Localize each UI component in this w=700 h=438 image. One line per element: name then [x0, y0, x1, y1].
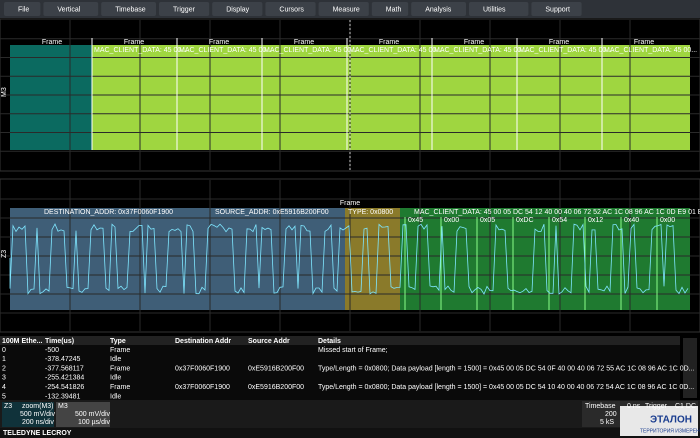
- status-text: 200: [605, 411, 617, 418]
- upper-frames: [92, 45, 690, 150]
- column-header: Type: [110, 338, 126, 345]
- byte-label: 0x00: [660, 217, 675, 224]
- menu-label[interactable]: Trigger: [173, 6, 196, 13]
- byte-label: 0x12: [588, 217, 603, 224]
- table-cell[interactable]: 0: [2, 347, 6, 354]
- frame-label: Frame: [634, 39, 654, 46]
- table-cell[interactable]: 5: [2, 393, 6, 400]
- table-cell[interactable]: 3: [2, 375, 6, 382]
- table-cell[interactable]: Type/Length = 0x0800; Data payload [leng…: [318, 384, 694, 391]
- type-label: TYPE: 0x0800: [348, 209, 393, 216]
- frame-label: Frame: [124, 39, 144, 46]
- type-field: [345, 208, 400, 310]
- table-cell[interactable]: 0xE5916B200F00: [248, 365, 304, 372]
- menu-label[interactable]: Display: [226, 6, 249, 13]
- table-cell[interactable]: 0xE5916B200F00: [248, 384, 304, 391]
- footer: [0, 428, 700, 438]
- table-cell[interactable]: Frame: [110, 384, 130, 391]
- status-text: Trigger: [645, 403, 668, 410]
- table-cell[interactable]: -255.421384: [45, 375, 84, 382]
- table-cell[interactable]: -500: [45, 347, 59, 354]
- menu-label[interactable]: File: [18, 6, 29, 13]
- status-text: C1 DC: [675, 403, 696, 410]
- data-label: MAC_CLIENT_DATA: 45 00...: [519, 47, 612, 54]
- frame-label: Frame: [42, 39, 62, 46]
- status-text: 500 mV/div: [20, 411, 56, 418]
- menu-label[interactable]: Cursors: [279, 6, 304, 13]
- status-text: 200 ns/div: [22, 419, 54, 426]
- data-label: MAC_CLIENT_DATA: 45 00...: [264, 47, 357, 54]
- address-field: [10, 208, 345, 310]
- frame-label: Frame: [379, 39, 399, 46]
- frame-label: Frame: [209, 39, 229, 46]
- table-cell[interactable]: -378.47245: [45, 356, 81, 363]
- upper-idle-trace: [10, 45, 92, 150]
- status-text: zoom(M3): [22, 403, 54, 410]
- byte-label: 0x54: [552, 217, 567, 224]
- byte-label: 0x05: [480, 217, 495, 224]
- byte-label: 0x00: [444, 217, 459, 224]
- status-text: Timebase: [585, 403, 616, 410]
- status-text: 0 ns: [627, 403, 641, 410]
- frame-label: Frame: [464, 39, 484, 46]
- logo-tagline: ТЕРРИТОРИЯ ИЗМЕРЕНИЙ: [640, 426, 700, 434]
- logo-name: ЭТАЛОН: [650, 415, 692, 426]
- frame-label: Frame: [340, 200, 360, 207]
- column-header: Details: [318, 338, 341, 345]
- frame-label: Frame: [549, 39, 569, 46]
- menu-label[interactable]: Support: [545, 6, 570, 13]
- table-cell[interactable]: Frame: [110, 347, 130, 354]
- data-label: MAC_CLIENT_DATA: 45 00...: [349, 47, 442, 54]
- data-label: MAC_CLIENT_DATA: 45 00...: [179, 47, 272, 54]
- table-cell[interactable]: 0x37F0060F1900: [175, 384, 230, 391]
- table-cell[interactable]: Type/Length = 0x0800; Data payload [leng…: [318, 365, 695, 372]
- table-cell[interactable]: Idle: [110, 356, 121, 363]
- column-header: 100M Ethe...: [2, 338, 43, 345]
- table-cell[interactable]: Idle: [110, 393, 121, 400]
- byte-label: 0x40: [624, 217, 639, 224]
- menu-label[interactable]: Timebase: [115, 6, 146, 13]
- status-text: M3: [58, 403, 68, 410]
- column-header: Source Addr: [248, 338, 290, 345]
- menu-label[interactable]: Measure: [333, 6, 360, 13]
- dest-label: DESTINATION_ADDR: 0x37F0060F1900: [44, 209, 173, 216]
- table-cell[interactable]: Idle: [110, 375, 121, 382]
- table-cell[interactable]: 0x37F0060F1900: [175, 365, 230, 372]
- column-header: Time(us): [45, 338, 74, 345]
- data-label: MAC_CLIENT_DATA: 45 00...: [604, 47, 697, 54]
- menu-label[interactable]: Utilities: [483, 6, 506, 13]
- table-cell[interactable]: 4: [2, 384, 6, 391]
- channel-label: M3: [1, 87, 8, 97]
- brand: TELEDYNE LECROY: [3, 430, 72, 437]
- byte-label: 0x45: [408, 217, 423, 224]
- table-cell[interactable]: -254.541826: [45, 384, 84, 391]
- menu-label[interactable]: Analysis: [425, 6, 452, 13]
- channel-label: Z3: [1, 250, 8, 258]
- frame-label: Frame: [294, 39, 314, 46]
- status-text: 100 µs/div: [78, 419, 111, 426]
- table-cell[interactable]: Missed start of Frame;: [318, 347, 388, 354]
- menu-label[interactable]: Vertical: [57, 6, 80, 13]
- table-cell[interactable]: -132.39481: [45, 393, 81, 400]
- data-label: MAC_CLIENT_DATA: 45 00...: [94, 47, 187, 54]
- table-cell[interactable]: Frame: [110, 365, 130, 372]
- table-cell[interactable]: 2: [2, 365, 6, 372]
- status-text: Z3: [4, 403, 12, 410]
- table-cell[interactable]: 1: [2, 356, 6, 363]
- source-label: SOURCE_ADDR: 0xE5916B200F00: [215, 209, 329, 216]
- table-cell[interactable]: -377.568117: [45, 365, 84, 372]
- data-label: MAC_CLIENT_DATA: 45 00...: [434, 47, 527, 54]
- data-label: MAC_CLIENT_DATA: 45 00 05 DC 54 12 40 00…: [414, 209, 700, 216]
- byte-label: 0xDC: [516, 217, 534, 224]
- menu-label[interactable]: Math: [386, 6, 402, 13]
- status-text: 500 mV/div: [75, 411, 111, 418]
- status-text: 5 kS: [600, 419, 614, 426]
- column-header: Destination Addr: [175, 338, 231, 345]
